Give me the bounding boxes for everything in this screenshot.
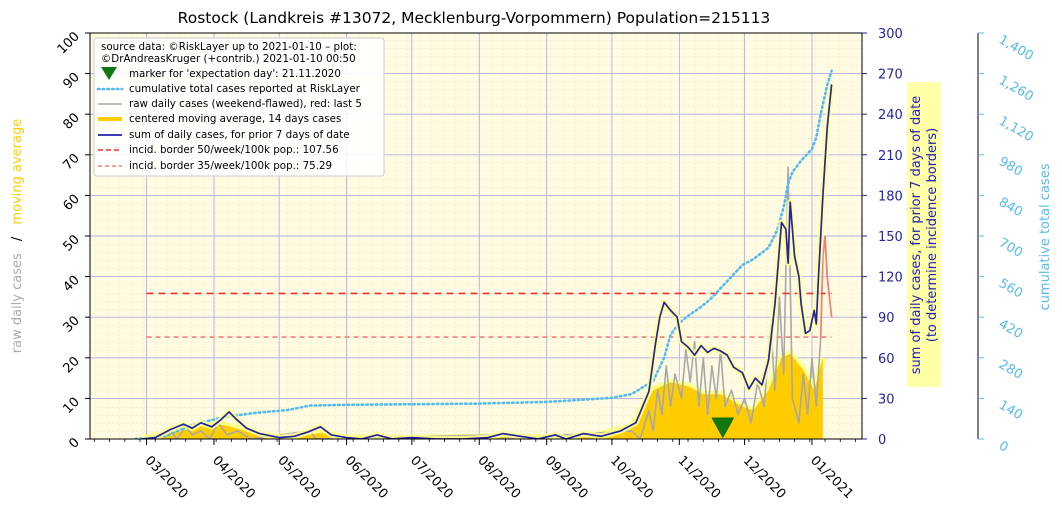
- right2-tick-label: 840: [996, 195, 1025, 220]
- x-tick-label: 10/2020: [607, 453, 656, 502]
- left-tick-label: 50: [61, 232, 83, 254]
- legend-entry-border50: incid. border 50/week/100k pop.: 107.56: [129, 144, 339, 156]
- left-axis-label-ma: moving average: [10, 119, 25, 225]
- raw-daily-cases-last5-line: [819, 235, 833, 338]
- cumulative-cases-line: [134, 69, 833, 439]
- left-tick-label: 20: [61, 354, 83, 376]
- right1-tick-label: 300: [878, 27, 903, 42]
- right1-tick-label: 30: [878, 392, 895, 407]
- right2-tick-label: 280: [996, 357, 1025, 382]
- right1-tick-label: 240: [878, 108, 903, 123]
- expectation-day-marker: [711, 417, 735, 439]
- x-tick-label: 06/2020: [342, 453, 391, 502]
- left-axis-label-raw: raw daily cases: [10, 253, 25, 353]
- legend-entry-raw: raw daily cases (weekend-flawed), red: l…: [129, 98, 362, 110]
- weekly-sum-line: [142, 84, 833, 439]
- legend-entry-expectation: marker for 'expectation day': 21.11.2020: [129, 68, 341, 80]
- right1-tick-label: 180: [878, 189, 903, 204]
- left-tick-label: 30: [61, 313, 83, 335]
- left-tick-label: 0: [66, 435, 82, 451]
- raw-daily-cases-line: [146, 166, 822, 439]
- left-tick-label: 80: [61, 110, 83, 132]
- legend-entry-border35: incid. border 35/week/100k pop.: 75.29: [129, 160, 332, 172]
- right2-tick-label: 1,260: [996, 73, 1036, 105]
- x-tick-label: 12/2020: [740, 453, 789, 502]
- x-tick-label: 08/2020: [474, 453, 523, 502]
- legend-source-line1: source data: ©RiskLayer up to 2021-01-10…: [101, 41, 357, 53]
- right1-tick-label: 150: [878, 230, 903, 245]
- left-tick-label: 70: [61, 151, 83, 173]
- right1-tick-label: 120: [878, 271, 903, 286]
- left-tick-label: 60: [61, 192, 83, 214]
- legend-entry-cumulative: cumulative total cases reported at RiskL…: [129, 83, 361, 95]
- right1-axis: 0 30 60 90 120 150 180 210 240 270 300: [862, 27, 903, 448]
- x-tick-label: 05/2020: [274, 453, 323, 502]
- right2-tick-label: 1,400: [996, 32, 1036, 64]
- right1-tick-label: 270: [878, 68, 903, 83]
- right1-tick-label: 0: [878, 433, 886, 448]
- right2-tick-label: 700: [996, 235, 1025, 260]
- right2-tick-label: 140: [996, 398, 1025, 423]
- left-tick-label: 90: [61, 70, 83, 92]
- legend-entry-sum: sum of daily cases, for prior 7 days of …: [129, 129, 350, 141]
- x-axis: 03/2020 04/2020 05/2020 06/2020 07/2020 08/20…: [93, 439, 856, 502]
- right2-tick-label: 980: [996, 154, 1025, 179]
- x-tick-label: 04/2020: [209, 453, 258, 502]
- right2-tick-label: 420: [996, 317, 1025, 342]
- left-tick-label: 100: [55, 29, 83, 57]
- x-tick-label: 11/2020: [675, 453, 724, 502]
- legend-box: [93, 37, 385, 177]
- legend-source-line2: ©DrAndreasKruger (+contrib.) 2021-01-10 …: [101, 53, 356, 65]
- legend-marker-icon: [101, 67, 117, 80]
- left-axis-label: raw daily cases / moving average: [10, 119, 25, 353]
- left-axis-label-sep: /: [10, 236, 25, 241]
- right2-tick-label: 1,120: [996, 114, 1036, 146]
- right2-axis-label: cumulative total cases: [1038, 163, 1053, 310]
- right1-tick-label: 210: [878, 149, 903, 164]
- right2-tick-label: 560: [996, 276, 1025, 301]
- legend-entry-ma: centered moving average, 14 days cases: [129, 113, 341, 125]
- left-axis: 0 10 20 30 40 50 60 70 80 90 100: [55, 29, 90, 452]
- x-tick-label: 07/2020: [407, 453, 456, 502]
- x-tick-label: 01/2021: [807, 453, 856, 502]
- right1-label-box: [907, 82, 941, 387]
- left-tick-label: 40: [61, 273, 83, 295]
- x-tick-label: 03/2020: [142, 453, 191, 502]
- right1-tick-label: 90: [878, 311, 895, 326]
- right2-tick-label: 0: [996, 438, 1011, 455]
- chart-title: Rostock (Landkreis #13072, Mecklenburg-V…: [178, 9, 771, 27]
- legend: source data: ©RiskLayer up to 2021-01-10…: [93, 37, 385, 177]
- x-tick-label: 09/2020: [542, 453, 591, 502]
- right1-axis-label-line1: sum of daily cases, for prior 7 days of …: [909, 96, 924, 375]
- right1-axis-label-line2: (to determine incidence borders): [925, 128, 940, 343]
- left-tick-label: 10: [61, 395, 83, 417]
- right1-tick-label: 60: [878, 352, 895, 367]
- right2-axis: 0 140 280 420 560 700 840 980 1,120 1,260 1,400: [978, 32, 1036, 456]
- moving-average-area: [142, 353, 823, 439]
